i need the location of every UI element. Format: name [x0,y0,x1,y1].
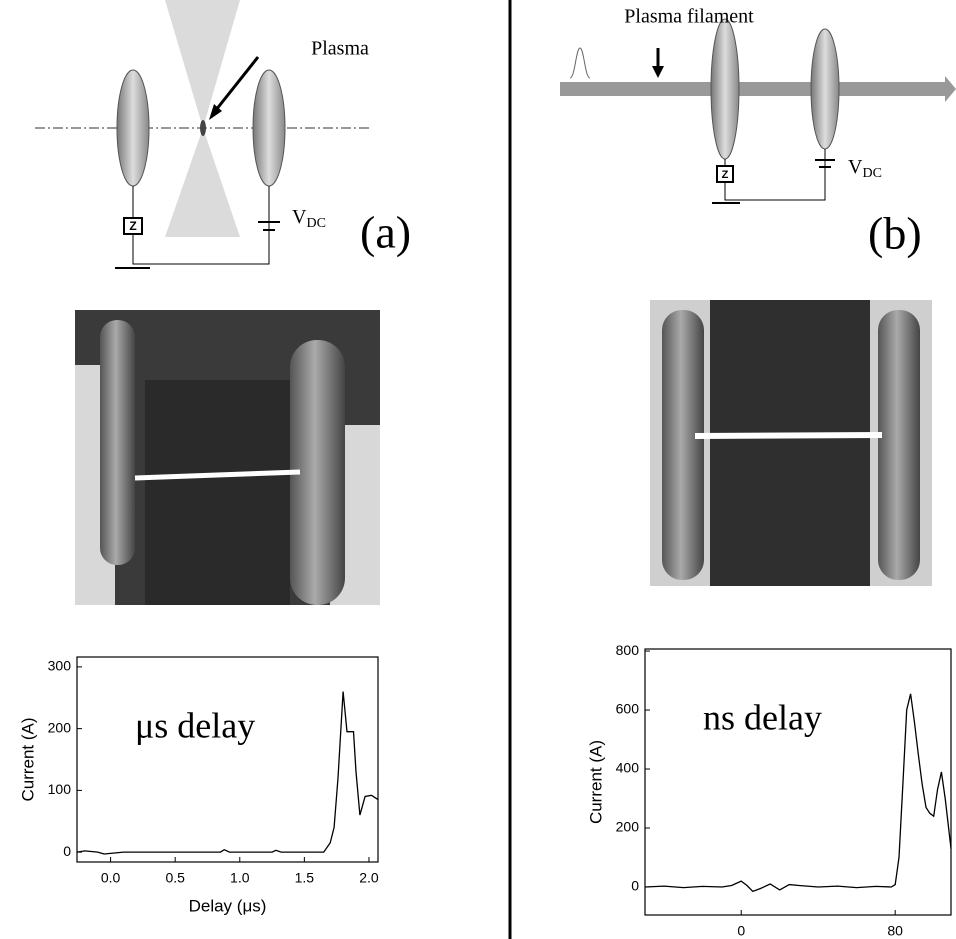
label-filament: Plasma filament [624,6,754,28]
data-line [644,693,952,893]
panel-label: (a) [360,207,411,258]
y-tick-label: 200 [616,819,640,835]
voltage: VDC [848,156,882,182]
plot-frame [644,648,952,916]
y-tick-label: 0 [631,878,639,894]
y-axis-label: Current (A) [586,740,605,824]
y-tick-label: 0 [63,843,71,859]
y-axis-label: Current (A) [18,717,37,801]
y-tick-label: 800 [616,642,640,658]
diagram-b: Plasma filament Z VDC (b) [560,6,956,259]
plot-frame [76,656,379,863]
panel-label: (b) [868,208,922,259]
voltage: VDC [292,206,326,232]
x-tick-label: 0.5 [165,870,185,886]
x-tick-label: 1.0 [230,870,250,886]
label-plasma: Plasma [311,38,369,60]
x-tick-label: 1.5 [295,870,315,886]
v: V [292,206,307,228]
y-tick-label: 400 [616,760,640,776]
dc: DC [306,216,325,231]
impedance: Z [722,169,729,181]
y-tick-label: 100 [48,781,72,797]
dc: DC [862,166,881,181]
data-line [76,691,379,855]
impedance: Z [129,219,136,233]
x-tick-label: 80 [887,923,903,939]
y-tick-label: 200 [48,719,72,735]
annotation: μs delay [135,705,255,745]
v: V [848,156,863,178]
x-tick-label: 2.0 [359,870,379,886]
y-tick-label: 300 [48,658,72,674]
x-axis-label: Delay (μs) [189,896,267,915]
photo-b [650,300,932,586]
x-tick-label: 0.0 [101,870,121,886]
y-tick-label: 600 [616,701,640,717]
photo-a [75,310,380,605]
annotation: ns delay [703,697,822,737]
x-tick-label: 0 [737,923,745,939]
diagram-a: Plasma Z VDC (a) [35,0,411,269]
